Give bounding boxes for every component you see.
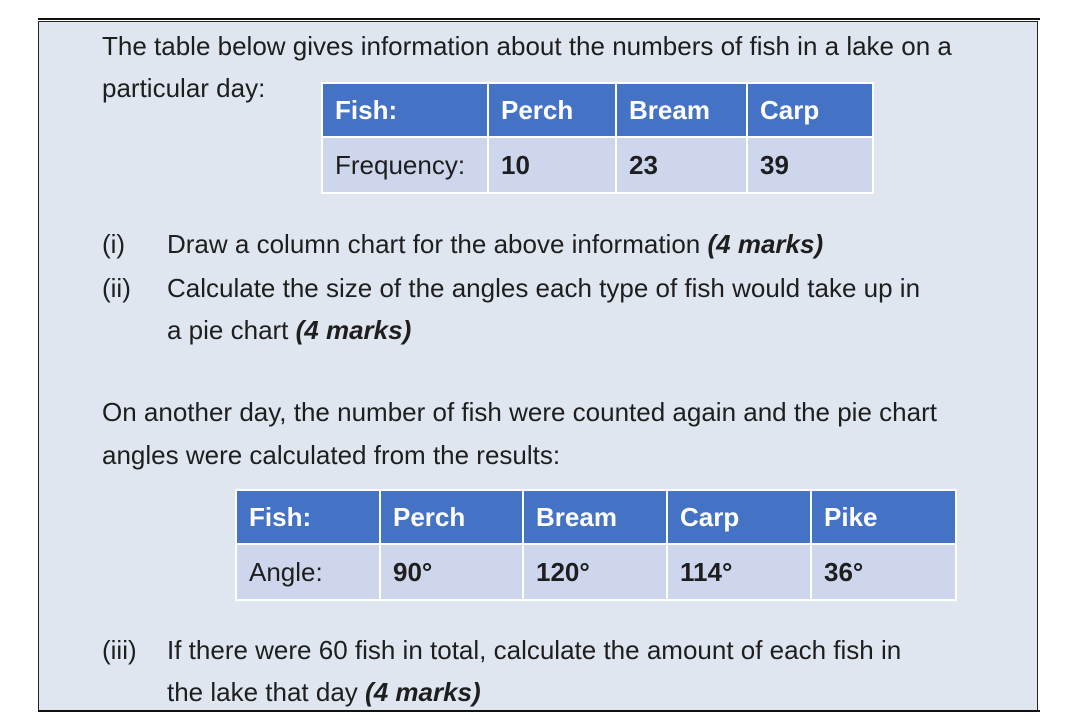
question-i-text: Draw a column chart for the above inform… (167, 229, 823, 259)
question-ii-line-2: a pie chart (4 marks) (167, 315, 411, 345)
table-header-cell: Perch (487, 82, 617, 138)
table-header-cell: Carp (666, 489, 812, 545)
para2-line-1: On another day, the number of fish were … (102, 397, 937, 427)
angle-table-header: Fish: Perch Bream Carp Pike (235, 489, 957, 545)
table-header-cell: Fish: (321, 82, 489, 138)
table-cell: Frequency: (321, 136, 489, 194)
angle-table: Fish: Perch Bream Carp Pike Angle: 90° 1… (235, 489, 957, 601)
frequency-table-row: Frequency: 10 23 39 (321, 136, 874, 194)
question-ii-label: (ii) (102, 273, 131, 303)
top-rule (38, 18, 1040, 20)
table-cell: 10 (487, 136, 617, 194)
question-ii-body: a pie chart (167, 315, 296, 345)
table-cell: 39 (746, 136, 874, 194)
table-header-cell: Perch (379, 489, 524, 545)
table-cell: 36° (810, 543, 957, 601)
table-cell: 90° (379, 543, 524, 601)
question-ii-marks: (4 marks) (295, 315, 412, 345)
question-iii-marks: (4 marks) (365, 677, 481, 707)
table-cell: 120° (522, 543, 668, 601)
question-ii-line-1: Calculate the size of the angles each ty… (167, 273, 921, 303)
table-cell: 114° (666, 543, 812, 601)
intro-line-2: particular day: (102, 73, 266, 103)
question-iii-body: the lake that day (167, 677, 366, 707)
table-cell: Angle: (235, 543, 381, 601)
question-iii-label: (iii) (102, 635, 137, 665)
table-header-cell: Pike (810, 489, 957, 545)
frequency-table-header: Fish: Perch Bream Carp (321, 82, 874, 138)
intro-line-1: The table below gives information about … (102, 31, 952, 61)
question-i-body: Draw a column chart for the above inform… (167, 229, 708, 259)
frequency-table: Fish: Perch Bream Carp Frequency: 10 23 … (321, 82, 874, 194)
question-iii-line-2: the lake that day (4 marks) (167, 677, 481, 707)
table-header-cell: Carp (746, 82, 874, 138)
para2-line-2: angles were calculated from the results: (102, 440, 561, 470)
bottom-rule (38, 710, 1040, 712)
question-i-marks: (4 marks) (707, 229, 824, 259)
table-header-cell: Fish: (235, 489, 381, 545)
table-cell: 23 (615, 136, 748, 194)
table-header-cell: Bream (615, 82, 748, 138)
angle-table-row: Angle: 90° 120° 114° 36° (235, 543, 957, 601)
question-iii-line-1: If there were 60 fish in total, calculat… (167, 635, 902, 665)
question-i-label: (i) (102, 229, 126, 259)
table-header-cell: Bream (522, 489, 668, 545)
